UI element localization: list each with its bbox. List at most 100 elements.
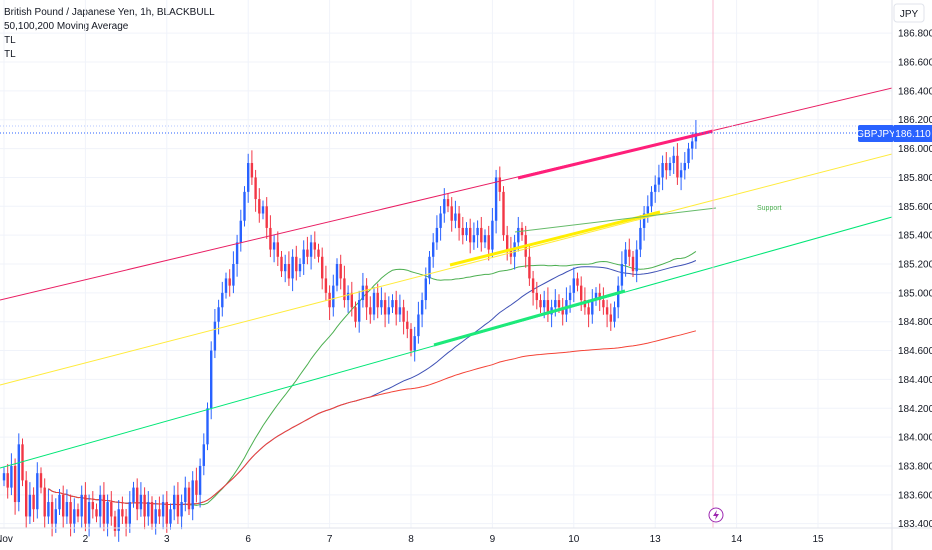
candle-body (461, 227, 464, 236)
candle-body (243, 191, 246, 221)
candle-body (676, 155, 679, 178)
candle-body (335, 264, 339, 286)
candle-body (624, 249, 627, 264)
trendline-label-2[interactable]: TL (4, 49, 16, 60)
candle-body (439, 213, 442, 228)
candle-body (254, 177, 257, 200)
price-tick-label: 186.800 (898, 29, 932, 40)
candle-body (309, 242, 313, 257)
candle-body (639, 227, 642, 250)
candle-body (28, 494, 32, 517)
candle-body (128, 502, 131, 524)
candle-body (43, 487, 46, 517)
price-tick-label: 184.800 (898, 317, 932, 328)
price-axis[interactable] (892, 0, 932, 528)
candle-body (235, 242, 239, 264)
candle-body (161, 502, 165, 517)
candle-body (694, 132, 698, 142)
candle-body (654, 184, 657, 192)
last-price-label: 186.110 (895, 129, 931, 140)
candle-body (258, 199, 261, 214)
price-tick-label: 185.000 (898, 288, 932, 299)
candle-body (535, 292, 538, 301)
ma-50-line (48, 250, 697, 506)
currency-button[interactable] (893, 3, 925, 23)
candle-body (380, 300, 383, 308)
candle-body (102, 494, 106, 524)
support-label: Support (757, 205, 782, 212)
candle-body (350, 292, 353, 308)
candle-body (124, 516, 128, 524)
price-tick-label: 186.400 (898, 86, 932, 97)
trendline-label-1[interactable]: TL (4, 35, 16, 46)
candle-body (54, 509, 57, 524)
candle-body (276, 242, 279, 257)
upper-trendline-bold[interactable] (517, 129, 714, 180)
symbol-tag (858, 125, 894, 142)
candle-body (217, 307, 220, 322)
candle-body (487, 235, 490, 250)
candle-body (657, 177, 661, 185)
candle-body (613, 307, 616, 322)
candle-body (69, 502, 72, 524)
candle-body (395, 300, 398, 315)
price-tick-label: 186.200 (898, 115, 932, 126)
candle-body (332, 285, 335, 308)
candle-body (180, 502, 183, 517)
candles (2, 120, 698, 542)
candle-body (402, 307, 405, 322)
candle-body (561, 307, 564, 315)
time-tick-label: 15 (812, 534, 824, 545)
candle-body (39, 473, 43, 488)
candle-body (450, 206, 453, 221)
candle-body (432, 242, 435, 257)
candle-body (491, 220, 494, 250)
candle-body (543, 300, 546, 308)
candle-body (642, 213, 646, 228)
candle-body (539, 300, 542, 308)
candle-body (528, 256, 531, 279)
candle-body (87, 502, 91, 524)
candle-body (472, 235, 476, 243)
candle-body (6, 473, 9, 488)
upper-trendline[interactable] (0, 87, 893, 301)
candle-body (17, 444, 20, 503)
price-tick-label: 185.600 (898, 202, 932, 213)
candle-body (291, 256, 294, 279)
candle-body (417, 314, 420, 337)
candle-body (494, 177, 498, 221)
candle-body (187, 487, 191, 510)
candle-body (598, 292, 601, 301)
lower-trendline-bold[interactable] (433, 289, 626, 347)
price-tick-label: 183.800 (898, 461, 932, 472)
indicator-label[interactable]: 50,100,200 Moving Average (4, 21, 129, 32)
candle-body (372, 292, 376, 315)
candle-body (554, 300, 557, 308)
candle-body (672, 155, 675, 164)
candle-body (113, 516, 117, 531)
trendlines[interactable] (0, 87, 893, 469)
candle-body (224, 278, 228, 293)
candle-body (605, 307, 609, 315)
candle-body (165, 502, 168, 524)
candle-body (465, 227, 468, 236)
mid-trendline[interactable] (0, 153, 893, 386)
candle-body (617, 285, 620, 308)
price-tick-label: 184.000 (898, 433, 932, 444)
candle-body (150, 502, 154, 524)
candle-body (21, 444, 24, 481)
mid-trendline-bold[interactable] (449, 210, 661, 267)
candle-body (576, 278, 579, 286)
candle-body (476, 227, 479, 236)
candle-body (557, 300, 561, 308)
candle-body (568, 292, 572, 301)
time-tick-label: 2 (83, 534, 89, 545)
price-tick-label: 185.400 (898, 231, 932, 242)
candle-body (602, 300, 605, 308)
candle-body (195, 480, 198, 495)
support-line[interactable] (514, 207, 717, 233)
candle-body (32, 494, 35, 510)
candle-body (232, 264, 235, 286)
symbol-title[interactable]: British Pound / Japanese Yen, 1h, BLACKB… (4, 7, 215, 18)
